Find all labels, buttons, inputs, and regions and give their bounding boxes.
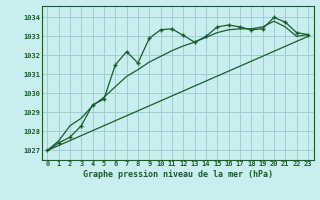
X-axis label: Graphe pression niveau de la mer (hPa): Graphe pression niveau de la mer (hPa) — [83, 170, 273, 179]
